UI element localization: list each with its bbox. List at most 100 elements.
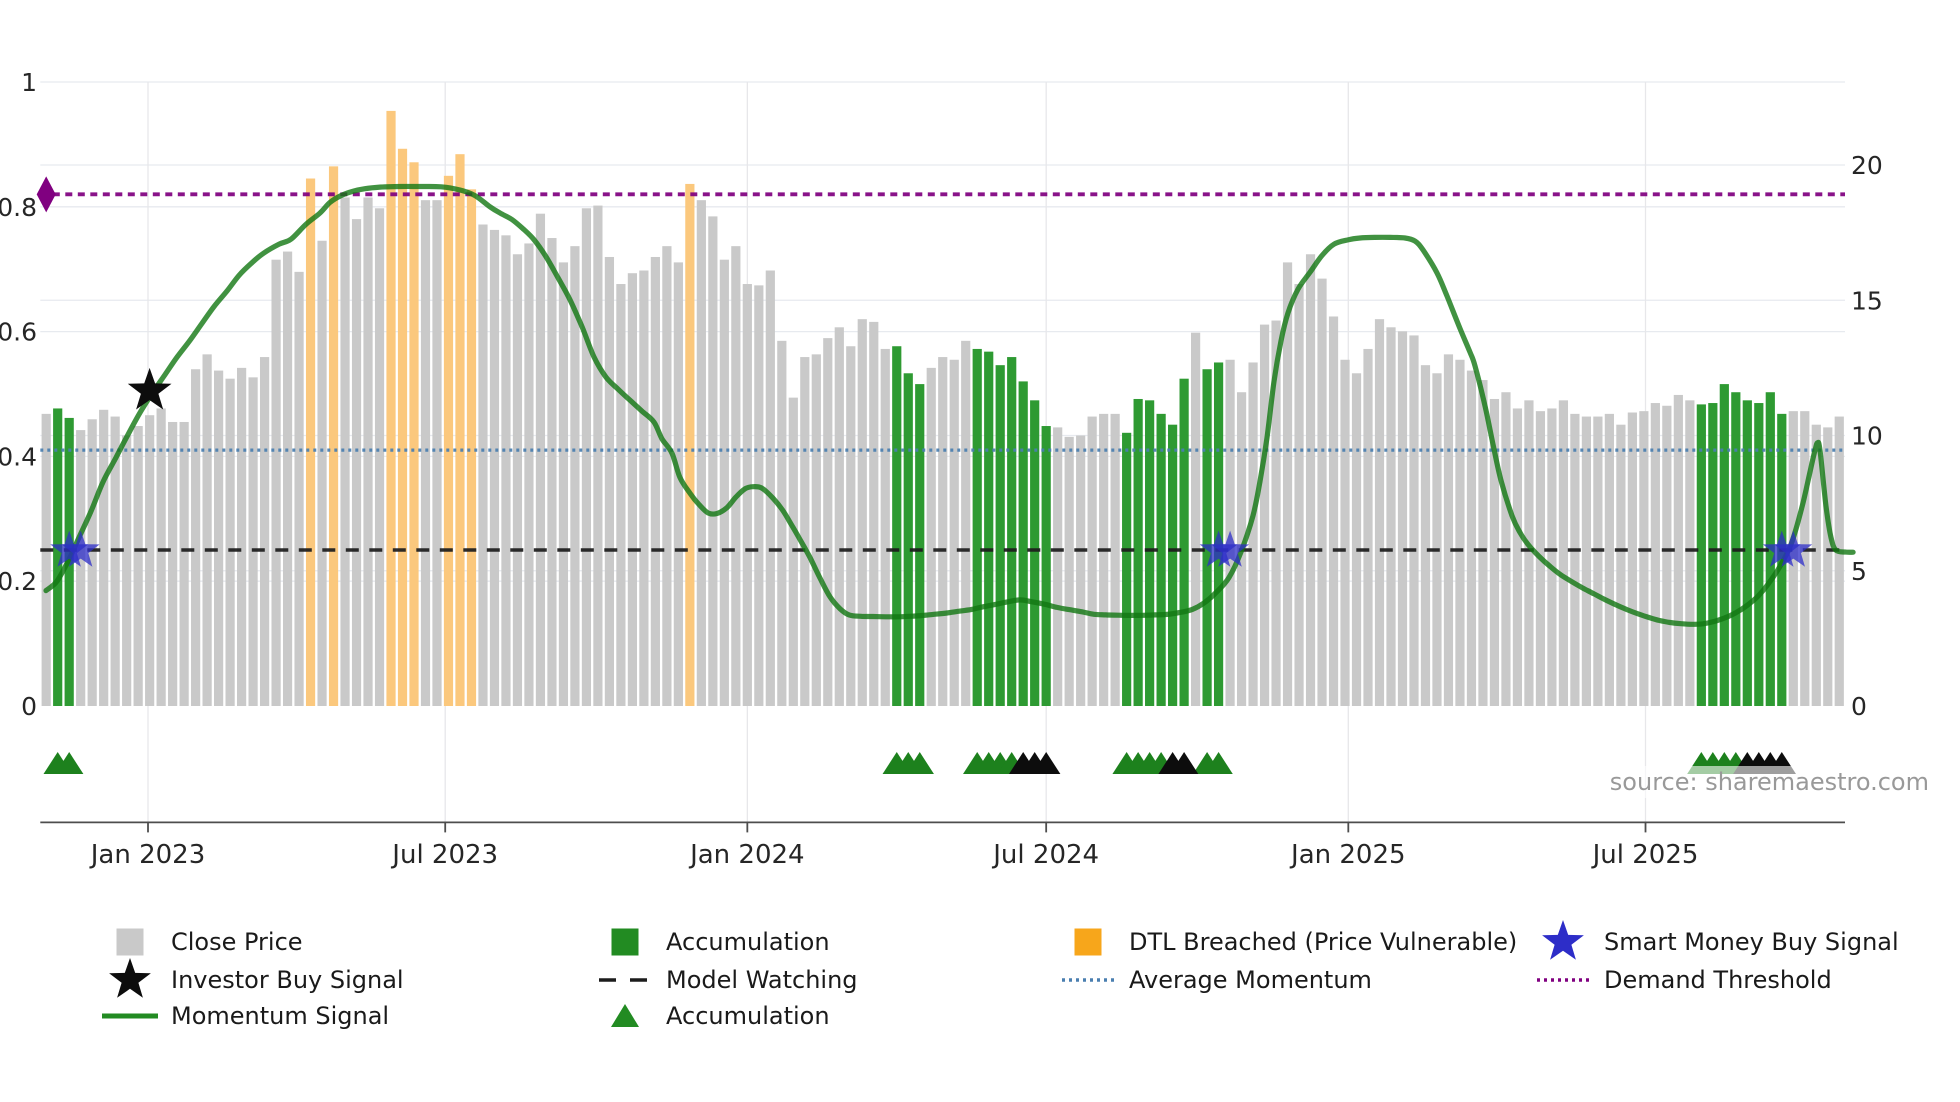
accumulation-bar (1168, 424, 1178, 706)
close-price-bar (1386, 327, 1396, 706)
close-price-bar (317, 240, 327, 707)
close-price-bar (1087, 416, 1097, 706)
dtl-breached-bar (409, 162, 419, 707)
close-price-bar (800, 357, 810, 706)
close-price-bar (202, 354, 212, 706)
accumulation-bar (1041, 426, 1051, 706)
close-price-bar (1191, 332, 1201, 706)
close-price-bar (168, 421, 178, 706)
accumulation-bar (915, 384, 925, 706)
smart-money-buy-signal-star (61, 530, 100, 567)
close-price-bar (857, 319, 867, 706)
investor-buy-signal-star (127, 367, 172, 410)
accumulation-bar (1030, 400, 1040, 706)
close-price-bar (351, 219, 362, 706)
close-price-bar (754, 285, 764, 706)
dtl-breached-bar (455, 154, 465, 706)
close-price-bar (1673, 394, 1683, 706)
close-price-bar (225, 378, 235, 706)
close-price-bar (248, 377, 258, 706)
close-price-bar (99, 409, 109, 706)
x-axis-tick-label: Jan 2025 (1289, 840, 1406, 870)
close-price-bar (1282, 262, 1293, 706)
close-price-bar (1420, 365, 1431, 706)
close-price-bar (1800, 411, 1810, 706)
dtl-breached-bar (685, 183, 695, 706)
y-right-tick-label: 20 (1851, 151, 1883, 180)
close-price-bar (938, 357, 948, 706)
close-price-bar (110, 416, 120, 706)
close-price-bar (1271, 320, 1281, 706)
close-price-bar (512, 254, 523, 706)
close-price-bar (788, 397, 798, 706)
close-price-bar (374, 208, 385, 706)
close-price-bar (639, 270, 649, 706)
close-price-bar (1340, 359, 1350, 706)
close-price-bar (777, 340, 787, 706)
accumulation-bar (1708, 403, 1718, 706)
close-price-bar (1305, 254, 1316, 706)
dtl-breached-bar (305, 178, 316, 706)
close-price-bar (259, 357, 270, 706)
close-price-bar (834, 327, 844, 706)
y-left-tick-label: 0.4 (0, 442, 37, 471)
accumulation-bar (1018, 381, 1028, 706)
close-price-bar (87, 419, 97, 706)
dtl-breached-bar (386, 110, 396, 706)
close-price-bar (1259, 324, 1270, 706)
accumulation-bar (1202, 369, 1212, 706)
source-text: source: sharemaestro.com (1609, 768, 1929, 796)
close-price-bar (1064, 436, 1074, 706)
close-price-bar (1811, 424, 1821, 706)
accumulation-bar (1696, 404, 1706, 706)
accumulation-bar (1179, 378, 1189, 706)
close-price-bar (547, 238, 557, 706)
close-price-bar (420, 200, 431, 707)
close-price-bar (1374, 319, 1385, 706)
close-price-bar (489, 229, 500, 707)
close-price-bar (478, 224, 488, 706)
close-price-bar (1409, 335, 1419, 706)
close-price-bar (570, 246, 580, 706)
y-right-tick-label: 10 (1851, 422, 1883, 451)
close-price-bar (340, 197, 350, 706)
accumulation-bar (1719, 384, 1729, 706)
y-left-tick-label: 0 (21, 692, 37, 721)
accumulation-bar (903, 373, 913, 706)
x-axis-tick-label: Jan 2023 (89, 840, 206, 870)
dtl-breached-bar (397, 148, 408, 706)
x-axis-tick-label: Jul 2024 (991, 840, 1099, 870)
accumulation-bar (984, 351, 994, 706)
close-price-bar (41, 413, 51, 706)
accumulation-triangle-black (1031, 752, 1061, 774)
close-price-bar (145, 415, 155, 706)
close-price-bar (524, 243, 534, 706)
close-price-bar (122, 435, 132, 706)
close-price-bar (1294, 284, 1304, 706)
close-price-bar (926, 367, 936, 707)
close-price-bar (1489, 398, 1500, 706)
dtl-breached-bar (328, 166, 339, 707)
close-price-bar (604, 256, 615, 706)
demand-threshold-diamond (36, 176, 56, 213)
close-price-bar (961, 340, 971, 706)
close-price-bar (1593, 416, 1603, 706)
close-price-bar (237, 367, 247, 707)
close-price-bar (1604, 413, 1614, 706)
close-price-bar (363, 197, 373, 706)
dtl-breached-bar (443, 175, 454, 706)
close-price-bar (1099, 413, 1109, 706)
x-axis-tick-label: Jul 2025 (1591, 840, 1699, 870)
close-price-bar (1627, 412, 1637, 706)
close-price-bar (627, 273, 637, 706)
close-price-bar (1547, 408, 1557, 706)
accumulation-bar (1122, 432, 1132, 706)
source-attribution: source: sharemaestro.com (1605, 766, 1933, 798)
y-right-tick-label: 0 (1851, 692, 1867, 721)
y-left-tick-label: 0.2 (0, 567, 37, 596)
accumulation-bar (1007, 357, 1017, 706)
close-price-bar (294, 271, 304, 706)
close-price-bar (1616, 424, 1626, 706)
close-price-bar (1685, 400, 1695, 706)
